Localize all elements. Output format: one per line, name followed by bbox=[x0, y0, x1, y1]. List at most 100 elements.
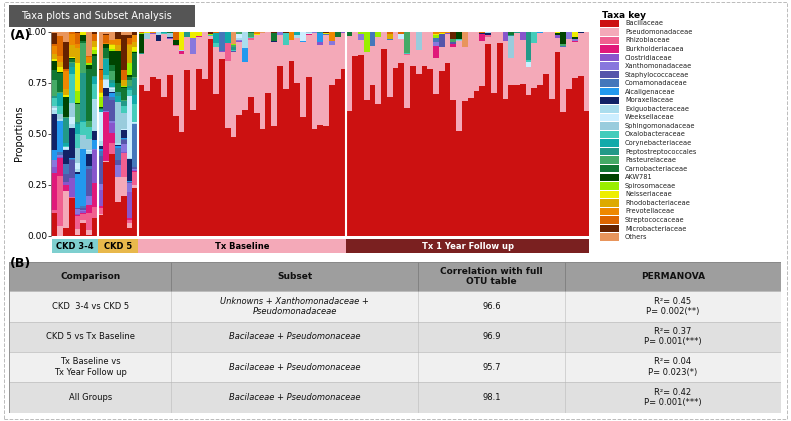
Bar bbox=[509, 36, 514, 58]
Bar bbox=[214, 47, 219, 94]
Bar bbox=[433, 37, 439, 42]
Bar bbox=[127, 158, 132, 159]
Bar bbox=[104, 35, 109, 43]
Bar bbox=[300, 32, 306, 41]
Bar bbox=[520, 32, 526, 40]
Bar bbox=[127, 218, 132, 219]
Bar bbox=[97, 80, 104, 92]
Bar bbox=[554, 32, 560, 33]
Bar bbox=[74, 208, 81, 210]
Text: CKD 5: CKD 5 bbox=[104, 242, 132, 251]
Bar bbox=[300, 42, 306, 117]
Bar bbox=[69, 178, 74, 197]
Bar bbox=[375, 37, 381, 104]
Bar bbox=[121, 86, 127, 87]
Bar bbox=[179, 51, 184, 53]
Bar bbox=[600, 173, 619, 181]
Bar bbox=[554, 38, 560, 52]
Bar bbox=[427, 69, 433, 236]
Bar bbox=[121, 101, 127, 106]
Bar bbox=[271, 41, 277, 42]
Bar bbox=[132, 124, 138, 168]
Bar bbox=[97, 149, 104, 151]
Bar bbox=[86, 127, 92, 139]
Bar bbox=[121, 144, 127, 152]
Bar bbox=[92, 54, 97, 56]
Bar bbox=[57, 176, 63, 226]
Bar bbox=[51, 46, 57, 53]
Bar bbox=[69, 125, 74, 128]
Bar bbox=[57, 62, 63, 67]
Bar bbox=[104, 112, 109, 161]
Bar bbox=[207, 36, 214, 39]
Bar bbox=[74, 235, 81, 236]
Bar bbox=[554, 33, 560, 35]
Text: Taxa plots and Subset Analysis: Taxa plots and Subset Analysis bbox=[21, 11, 172, 21]
Bar bbox=[451, 100, 456, 236]
Bar bbox=[399, 34, 404, 39]
Bar bbox=[485, 35, 491, 37]
Bar bbox=[156, 79, 161, 236]
Bar bbox=[81, 208, 86, 210]
Bar bbox=[81, 210, 86, 211]
Bar bbox=[214, 33, 219, 43]
Bar bbox=[127, 63, 132, 75]
Bar bbox=[248, 97, 254, 236]
Bar bbox=[266, 32, 271, 93]
Bar bbox=[57, 67, 63, 72]
Bar bbox=[294, 38, 300, 83]
Bar bbox=[600, 88, 619, 96]
Bar bbox=[560, 112, 566, 236]
Bar bbox=[399, 63, 404, 236]
Bar bbox=[92, 76, 97, 77]
Bar bbox=[132, 53, 138, 77]
Bar bbox=[81, 223, 86, 236]
Bar bbox=[254, 35, 259, 114]
Bar bbox=[289, 32, 294, 40]
Text: Subset: Subset bbox=[277, 272, 312, 281]
Bar bbox=[86, 150, 92, 152]
Bar bbox=[63, 42, 69, 69]
Bar bbox=[97, 215, 104, 236]
Bar bbox=[346, 111, 352, 236]
Bar bbox=[9, 291, 781, 322]
Text: (B): (B) bbox=[9, 257, 31, 270]
Bar bbox=[86, 32, 92, 56]
Bar bbox=[97, 32, 104, 69]
Bar bbox=[462, 32, 467, 47]
Bar bbox=[69, 159, 74, 160]
Bar bbox=[74, 48, 81, 63]
Bar bbox=[577, 76, 584, 236]
Bar bbox=[479, 41, 485, 86]
Bar bbox=[81, 32, 86, 35]
Bar bbox=[196, 32, 202, 36]
Bar bbox=[132, 168, 138, 170]
Bar bbox=[577, 32, 584, 33]
Bar bbox=[109, 143, 115, 154]
Bar bbox=[74, 210, 81, 214]
Bar bbox=[324, 33, 329, 35]
Bar bbox=[109, 64, 115, 71]
Bar bbox=[600, 199, 619, 207]
Bar bbox=[109, 83, 115, 87]
Bar bbox=[364, 52, 369, 100]
Bar bbox=[51, 106, 57, 108]
Bar bbox=[231, 45, 237, 47]
Bar bbox=[104, 80, 109, 88]
Bar bbox=[104, 111, 109, 112]
Text: Tx Baseline vs
Tx Year Follow up: Tx Baseline vs Tx Year Follow up bbox=[54, 357, 127, 377]
Text: Streptococcaceae: Streptococcaceae bbox=[625, 217, 684, 223]
Bar bbox=[97, 190, 104, 206]
Bar bbox=[74, 229, 81, 235]
Bar bbox=[144, 39, 149, 91]
Bar bbox=[104, 34, 109, 35]
Bar bbox=[358, 34, 364, 40]
Bar bbox=[97, 69, 104, 80]
Bar bbox=[51, 59, 57, 61]
Bar bbox=[306, 32, 312, 33]
Bar bbox=[572, 42, 577, 78]
Bar bbox=[600, 114, 619, 121]
Bar bbox=[537, 32, 543, 33]
Bar bbox=[312, 32, 317, 33]
Bar bbox=[600, 182, 619, 189]
